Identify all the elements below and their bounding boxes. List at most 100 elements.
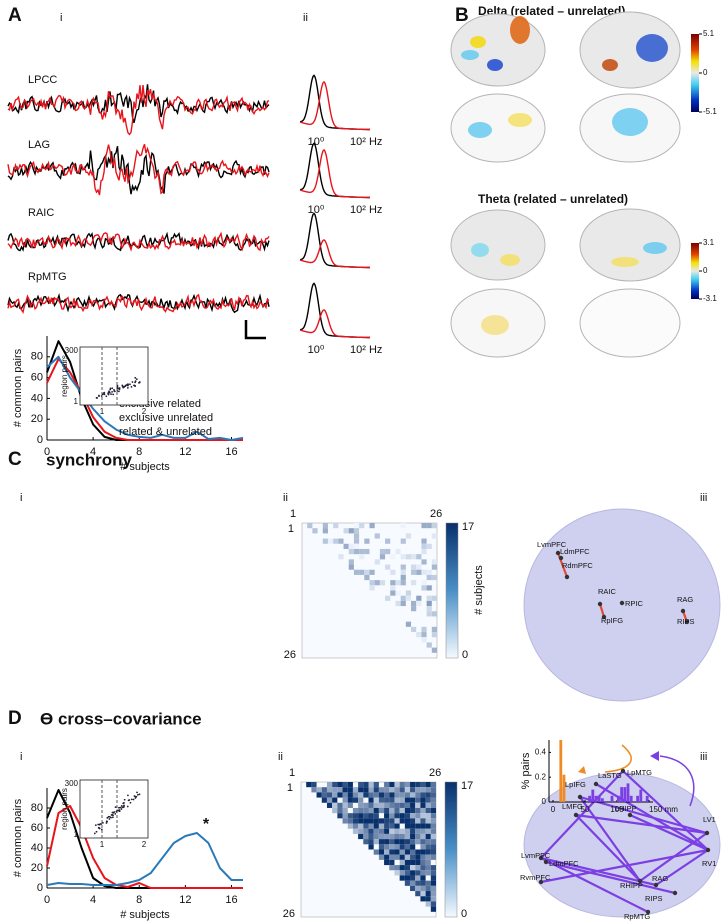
inset-dot [112,393,115,396]
node [627,812,633,818]
matrix-cell [378,849,385,855]
matrix-cell [389,787,395,793]
connection [598,603,606,618]
matrix-cell [363,833,369,840]
matrix-cell [384,849,390,855]
matrix-cell [399,807,405,814]
matrix-cell [342,813,348,819]
region-label: RAG [677,595,693,604]
x-tick-label: 16 [225,446,237,458]
inset-dot [122,806,125,809]
freq-tick-label: 10² Hz [350,344,382,356]
brain-maps [450,11,681,358]
matrix-cell [389,823,395,829]
matrix-cell [358,833,364,840]
inset-dot [97,823,100,826]
matrix-cell [425,782,431,788]
matrix-cell [364,574,370,581]
matrix-cell [378,807,385,814]
inset-dot [122,802,125,805]
inset-dot [111,387,114,390]
matrix-cell [426,574,432,581]
matrix-tick-label: 26 [284,649,296,661]
matrix-cell [379,548,386,555]
matrix-cell [410,854,416,860]
matrix-cell [373,787,379,793]
matrix-tick-label: 1 [290,508,296,520]
matrix-cell [431,632,437,638]
matrix-cell [363,818,369,824]
matrix-cell [394,870,400,876]
matrix-cell [374,580,380,586]
hist-bar [610,795,614,802]
matrix-cell [431,647,437,653]
matrix-cell [384,839,390,845]
colorbar-tick-label: 0 [462,649,468,661]
inset-dot [118,806,120,809]
matrix-cell [363,802,369,808]
matrix-cell [399,839,405,845]
node [538,879,544,885]
y-tick-label: 0 [37,434,43,446]
matrix-cell [410,802,416,808]
inset-frame [79,346,149,406]
matrix-cell [416,632,422,638]
matrix-cell [410,813,416,819]
matrix-cell [430,818,436,824]
hist-bar [623,787,627,802]
matrix-cell [400,600,406,607]
matrix-cell [426,595,432,601]
matrix-cell [400,580,406,586]
inset-dot [134,376,137,379]
matrix-cell [368,833,374,840]
matrix-cell [411,569,417,575]
matrix-cell [363,813,369,819]
matrix-cell [421,637,427,643]
inset-dot [129,383,131,386]
matrix-cell [399,813,405,819]
matrix-cell [404,828,411,834]
matrix-cell [347,792,353,798]
matrix-cell [395,590,401,596]
matrix-cell [425,854,431,860]
node [564,574,570,580]
inset-dot [111,816,114,819]
matrix-cell [394,849,400,855]
matrix-cell [348,559,354,565]
matrix-cell [332,802,338,808]
inset-dot [99,823,102,825]
inset-dot [113,388,115,391]
matrix-cell [352,792,359,798]
matrix-cell [420,797,426,803]
matrix-cell [384,859,390,866]
x-tick-label: 0 [44,894,50,906]
matrix-cell [399,844,405,850]
matrix-cell [404,818,411,824]
matrix-cell [420,885,426,892]
matrix-cell [410,782,416,788]
matrix-cell [431,574,437,581]
matrix-cell [373,833,379,840]
y-tick-label: 0.4 [535,748,547,757]
matrix-cell [389,865,395,871]
region-label: LdmPFC [560,547,590,556]
matrix-cell [404,875,411,881]
connection [655,849,709,886]
trace-label: LAG [28,139,50,151]
freq-tick-label: 10² Hz [350,136,382,148]
x-tick-label: 4 [90,446,96,458]
matrix-cell [311,787,317,793]
matrix-cell [430,880,436,886]
matrix-cell [399,849,405,855]
inset-dot [130,385,133,388]
matrix-cell [399,787,405,793]
inset-dot [94,824,97,827]
inset-dot [134,797,137,799]
matrix-cell [400,595,406,601]
colorbar-tick-label: -5.1 [703,107,717,116]
x-tick-label: 0 [44,446,50,458]
region-label: RIPS [677,617,695,626]
connection [595,783,709,851]
matrix-cell [373,782,379,788]
matrix-cell [353,538,360,544]
